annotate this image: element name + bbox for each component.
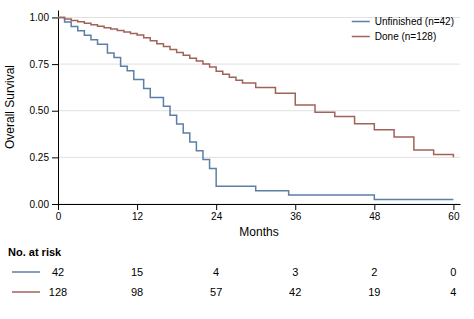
x-tick-mark xyxy=(137,204,138,210)
at-risk-row: 42 15 4 3 2 0 xyxy=(12,266,456,278)
x-tick: 0 xyxy=(56,204,62,222)
x-axis: 0 12 24 36 48 60 xyxy=(56,204,461,222)
x-tick: 48 xyxy=(369,204,381,222)
at-risk-number: 0 xyxy=(450,266,456,278)
legend-item: Done (n=128) xyxy=(352,31,436,42)
at-risk-number: 2 xyxy=(371,266,377,278)
x-tick-mark xyxy=(453,204,454,210)
y-tick: 1.00 xyxy=(30,12,58,23)
at-risk-number: 128 xyxy=(49,286,67,298)
y-tick: 0.25 xyxy=(30,152,58,163)
at-risk-title: No. at risk xyxy=(8,246,62,258)
x-tick-mark xyxy=(58,204,59,210)
y-tick: 0.75 xyxy=(30,59,58,70)
y-axis-title: Overall Survival xyxy=(3,65,17,149)
survival-curve xyxy=(58,17,453,199)
grid-line xyxy=(58,204,460,205)
legend-label: Unfinished (n=42) xyxy=(375,16,454,27)
y-tick-label: 0.00 xyxy=(30,199,50,210)
y-tick-mark xyxy=(52,204,58,205)
legend-item: Unfinished (n=42) xyxy=(352,16,454,27)
survival-curve xyxy=(58,17,453,157)
at-risk-number: 15 xyxy=(131,266,143,278)
at-risk-swatch xyxy=(12,271,40,273)
y-tick-mark xyxy=(52,111,58,112)
x-tick: 60 xyxy=(448,204,460,222)
x-tick-mark xyxy=(295,204,296,210)
legend-swatch xyxy=(352,36,370,38)
y-tick-label: 0.75 xyxy=(30,59,50,70)
grid-line xyxy=(58,157,460,158)
x-tick: 36 xyxy=(290,204,302,222)
at-risk-number: 98 xyxy=(131,286,143,298)
x-axis-line xyxy=(59,204,461,205)
plot-area xyxy=(58,17,453,199)
y-tick-mark xyxy=(52,17,58,18)
at-risk-number: 4 xyxy=(213,266,219,278)
grid-line xyxy=(58,110,460,111)
y-tick-mark xyxy=(52,157,58,158)
at-risk-row: 128 98 57 42 19 4 xyxy=(12,286,456,298)
legend-label: Done (n=128) xyxy=(375,31,436,42)
y-tick: 0.50 xyxy=(30,105,58,116)
x-tick-label: 48 xyxy=(369,211,381,222)
y-grid xyxy=(58,17,460,204)
y-tick-label: 0.50 xyxy=(30,105,50,116)
at-risk-number: 3 xyxy=(292,266,298,278)
at-risk-number: 42 xyxy=(289,286,301,298)
y-axis: 0.00 0.25 0.50 0.75 1.00 xyxy=(30,11,59,210)
at-risk-number: 42 xyxy=(52,266,64,278)
at-risk-number: 57 xyxy=(210,286,222,298)
x-tick: 12 xyxy=(132,204,144,222)
at-risk-number: 19 xyxy=(368,286,380,298)
x-tick-label: 12 xyxy=(132,211,144,222)
x-tick-label: 24 xyxy=(211,211,223,222)
legend-swatch xyxy=(352,21,370,23)
x-tick: 24 xyxy=(211,204,223,222)
legend: Unfinished (n=42) Done (n=128) xyxy=(352,16,454,42)
y-tick-label: 1.00 xyxy=(30,12,50,23)
at-risk-swatch xyxy=(12,291,40,293)
x-tick-label: 0 xyxy=(56,211,62,222)
x-tick-mark xyxy=(216,204,217,210)
y-tick-mark xyxy=(52,64,58,65)
y-tick-label: 0.25 xyxy=(30,152,50,163)
grid-line xyxy=(58,64,460,65)
x-tick-label: 60 xyxy=(448,211,460,222)
at-risk-number: 4 xyxy=(450,286,456,298)
x-tick-label: 36 xyxy=(290,211,302,222)
x-axis-title: Months xyxy=(239,225,278,239)
y-axis-line xyxy=(58,11,59,205)
y-tick: 0.00 xyxy=(30,199,58,210)
x-tick-mark xyxy=(374,204,375,210)
chart: 012243648600.000.250.500.751.00MonthsOve… xyxy=(0,0,474,319)
